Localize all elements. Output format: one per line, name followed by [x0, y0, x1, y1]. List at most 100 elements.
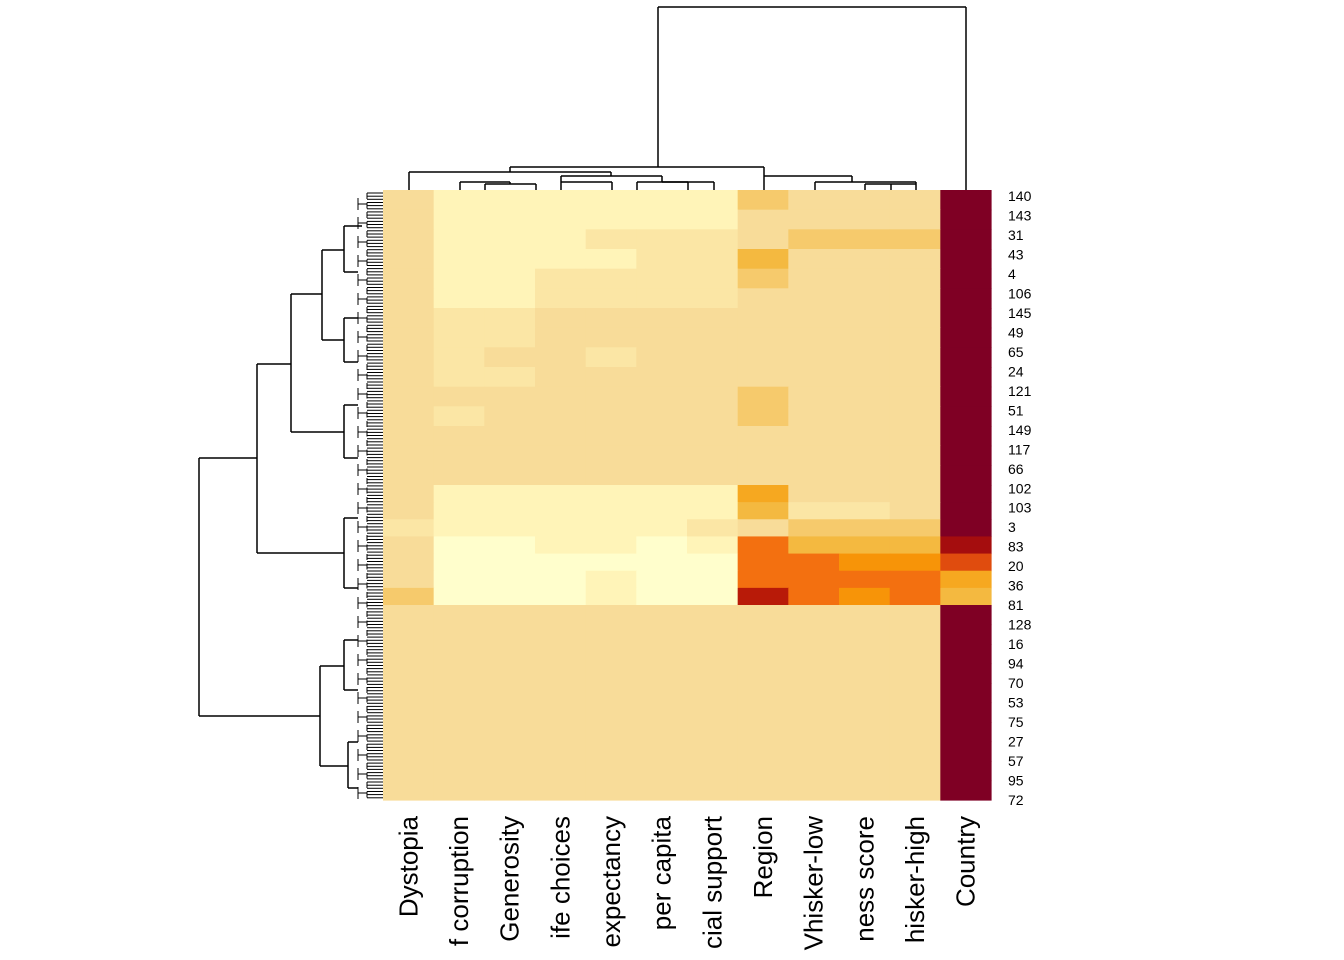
heatmap-cell — [737, 536, 789, 555]
heatmap-cell — [585, 406, 637, 427]
heatmap-cell — [889, 780, 941, 801]
row-label: 83 — [1008, 539, 1024, 555]
heatmap-cell — [839, 268, 891, 289]
heatmap-cell — [940, 288, 992, 309]
heatmap-cell — [687, 308, 739, 329]
heatmap-cell — [889, 229, 941, 250]
heatmap-cell — [484, 605, 536, 626]
row-label: 70 — [1008, 675, 1024, 691]
heatmap-cell — [433, 605, 485, 626]
column-label: Generosity — [495, 816, 525, 942]
heatmap-cell — [737, 502, 789, 520]
heatmap-cell — [585, 722, 637, 743]
heatmap-cell — [433, 190, 485, 211]
heatmap-cell — [636, 288, 688, 309]
heatmap-cell — [535, 288, 587, 309]
heatmap-cell — [940, 644, 992, 665]
heatmap-cell — [889, 683, 941, 704]
heatmap-cell — [433, 587, 485, 606]
heatmap-cell — [940, 347, 992, 368]
heatmap-cell — [585, 485, 637, 503]
column-label: f corruption — [444, 816, 474, 946]
heatmap-cell — [940, 722, 992, 743]
heatmap-cell — [433, 570, 485, 589]
heatmap-cell — [383, 644, 435, 665]
heatmap-cell — [737, 190, 789, 211]
row-label: 121 — [1008, 383, 1032, 399]
heatmap-cell — [788, 209, 840, 230]
heatmap-cell — [839, 519, 891, 538]
heatmap-cell — [839, 605, 891, 626]
heatmap-cell — [839, 553, 891, 572]
heatmap-cell — [737, 644, 789, 665]
heatmap-cell — [940, 229, 992, 250]
heatmap-cell — [889, 288, 941, 309]
heatmap-cell — [535, 229, 587, 250]
heatmap-cell — [484, 741, 536, 762]
heatmap-cell — [433, 327, 485, 348]
heatmap-cell — [535, 722, 587, 743]
heatmap-cell — [687, 426, 739, 447]
heatmap-cell — [383, 485, 435, 503]
heatmap-cell — [535, 570, 587, 589]
heatmap-cell — [839, 308, 891, 329]
row-label: 66 — [1008, 461, 1024, 477]
column-label: ife choices — [545, 816, 575, 939]
heatmap-cell — [687, 249, 739, 270]
heatmap-cell — [839, 663, 891, 684]
heatmap-cell — [636, 445, 688, 466]
heatmap-cell — [535, 624, 587, 645]
heatmap-cell — [585, 268, 637, 289]
heatmap-cell — [737, 308, 789, 329]
heatmap-cell — [636, 663, 688, 684]
heatmap-cell — [585, 426, 637, 447]
heatmap-cell — [383, 741, 435, 762]
heatmap-cell — [737, 426, 789, 447]
heatmap-cell — [737, 553, 789, 572]
heatmap-cell — [535, 249, 587, 270]
heatmap-cell — [585, 570, 637, 589]
heatmap-cell — [585, 780, 637, 801]
heatmap-cell — [433, 249, 485, 270]
heatmap-cell — [484, 327, 536, 348]
heatmap-cell — [383, 288, 435, 309]
heatmap-cell — [889, 741, 941, 762]
row-label: 53 — [1008, 695, 1024, 711]
column-label: per capita — [647, 815, 677, 930]
heatmap-cell — [889, 519, 941, 538]
heatmap-cell — [687, 553, 739, 572]
heatmap-cell — [940, 780, 992, 801]
heatmap-cell — [687, 327, 739, 348]
heatmap-cell — [636, 761, 688, 782]
heatmap-cells — [383, 190, 992, 801]
heatmap-cell — [788, 288, 840, 309]
heatmap-cell — [484, 209, 536, 230]
heatmap-cell — [788, 644, 840, 665]
heatmap-cell — [940, 386, 992, 407]
heatmap-cell — [535, 741, 587, 762]
heatmap-cell — [383, 722, 435, 743]
heatmap-cell — [636, 308, 688, 329]
heatmap-cell — [940, 485, 992, 503]
heatmap-cell — [383, 229, 435, 250]
heatmap-cell — [585, 536, 637, 555]
heatmap-cell — [737, 288, 789, 309]
heatmap-cell — [484, 644, 536, 665]
row-label: 140 — [1008, 188, 1032, 204]
heatmap-cell — [687, 644, 739, 665]
column-label: Dystopia — [393, 815, 423, 917]
heatmap-cell — [585, 327, 637, 348]
heatmap-cell — [535, 406, 587, 427]
heatmap-cell — [687, 465, 739, 486]
heatmap-cell — [535, 553, 587, 572]
heatmap-cell — [737, 702, 789, 723]
heatmap-cell — [687, 683, 739, 704]
heatmap-cell — [636, 502, 688, 520]
heatmap-cell — [737, 624, 789, 645]
heatmap-cell — [535, 485, 587, 503]
heatmap-cell — [687, 761, 739, 782]
heatmap-cell — [585, 288, 637, 309]
heatmap-cell — [585, 229, 637, 250]
heatmap-cell — [889, 644, 941, 665]
